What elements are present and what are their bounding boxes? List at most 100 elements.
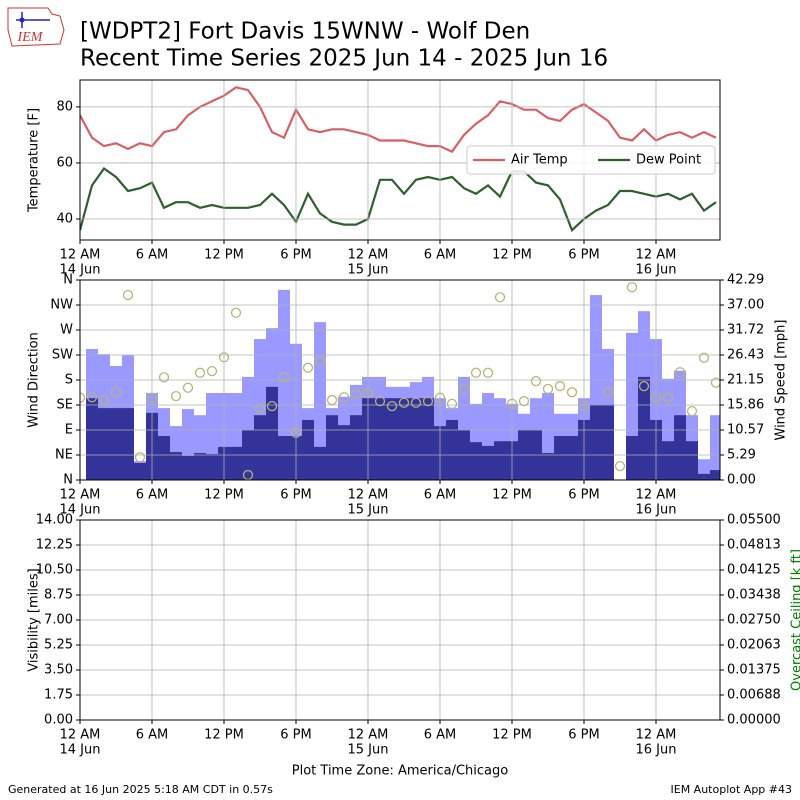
y-tick-label: W [60, 323, 73, 338]
footer-generated: Generated at 16 Jun 2025 5:18 AM CDT in … [8, 783, 273, 796]
point [374, 395, 386, 407]
x-tick-date: 15 Jun [348, 263, 389, 278]
point [230, 307, 242, 318]
x-tick-label: 6 PM [280, 488, 311, 503]
x-tick-date: 16 Jun [636, 743, 677, 758]
bar [98, 408, 110, 480]
y2-tick-label: 0.01375 [727, 663, 781, 678]
point [302, 362, 314, 373]
y-tick-label: S [65, 373, 73, 388]
y2-tick-label: 0.03438 [727, 587, 781, 602]
bar [122, 408, 134, 480]
point [266, 400, 278, 412]
bar [182, 455, 194, 480]
x-tick-label: 12 AM [348, 248, 389, 263]
bar [134, 462, 146, 480]
y-tick-label: 10.50 [36, 563, 73, 578]
x-tick-label: 6 PM [280, 248, 311, 263]
bar [674, 415, 686, 480]
x-tick-label: 6 AM [424, 248, 457, 263]
bar [338, 425, 350, 480]
bar [710, 415, 720, 480]
y2-axis-label: Overcast Ceiling [k ft] [790, 549, 800, 691]
y2-tick-label: 0.04813 [727, 537, 781, 552]
bar [110, 408, 122, 480]
y2-axis-label: Wind Speed [mph] [774, 320, 789, 441]
chart-subtitle: Recent Time Series 2025 Jun 14 - 2025 Ju… [80, 46, 608, 72]
bar [482, 445, 494, 480]
point [134, 452, 146, 463]
point [110, 387, 122, 398]
bar [710, 470, 720, 480]
x-tick-label: 12 AM [348, 728, 389, 743]
point [674, 367, 686, 378]
bar [686, 441, 698, 480]
plot-frame [79, 279, 721, 481]
plot-frame [79, 79, 721, 241]
bar [470, 442, 482, 480]
y-tick-label: 12.25 [36, 538, 73, 553]
legend-label: Dew Point [636, 153, 701, 168]
chart-title: [WDPT2] Fort Davis 15WNW - Wolf Den [80, 19, 530, 45]
bar [266, 386, 278, 480]
point [122, 289, 134, 301]
y2-tick-label: 0.02750 [727, 613, 781, 628]
bar [194, 453, 206, 480]
x-tick-label: 6 AM [136, 488, 169, 503]
y-tick-label: SW [52, 348, 73, 363]
x-tick-date: 16 Jun [636, 263, 677, 278]
point [602, 387, 614, 398]
y-tick-label: 40 [56, 211, 73, 226]
x-tick-date: 14 Jun [60, 263, 101, 278]
point [278, 372, 290, 383]
point [710, 377, 720, 388]
bar [542, 453, 554, 480]
y2-tick-label: 21.15 [727, 372, 764, 387]
point [170, 390, 182, 402]
point [194, 367, 206, 378]
point [338, 392, 350, 403]
point [494, 292, 506, 303]
x-tick-label: 12 AM [348, 488, 389, 503]
y-tick-label: E [65, 423, 73, 438]
y-tick-label: 7.00 [44, 613, 73, 628]
bar [170, 452, 182, 480]
point [566, 387, 578, 398]
y-tick-label: NW [50, 298, 73, 313]
point [158, 372, 170, 383]
bar [566, 436, 578, 480]
series-layer [80, 282, 720, 480]
x-tick-date: 14 Jun [60, 503, 101, 518]
y2-tick-label: 5.29 [727, 447, 756, 462]
point [80, 392, 86, 403]
bar [254, 415, 266, 480]
bar [314, 322, 326, 480]
y2-tick-label: 10.57 [727, 423, 764, 438]
point [638, 380, 650, 392]
bar [326, 415, 338, 480]
bar [494, 441, 506, 480]
bar [602, 404, 614, 480]
bar [86, 398, 98, 480]
point [626, 282, 638, 293]
bar [638, 376, 650, 480]
y2-tick-label: 42.29 [727, 273, 764, 288]
point [518, 395, 530, 407]
y2-tick-label: 0.00 [727, 473, 756, 488]
point [482, 367, 494, 378]
bar [698, 473, 710, 480]
x-tick-date: 16 Jun [636, 503, 677, 518]
point [470, 367, 482, 378]
y-tick-label: 3.50 [44, 663, 73, 678]
point [458, 383, 470, 395]
x-tick-label: 12 PM [204, 488, 244, 503]
y2-tick-label: 31.72 [727, 322, 764, 337]
point [98, 394, 110, 406]
point [410, 397, 422, 408]
y2-tick-label: 37.00 [727, 298, 764, 313]
point [698, 352, 710, 363]
point [386, 400, 398, 412]
y2-tick-label: 26.43 [727, 348, 764, 363]
bar [446, 419, 458, 480]
x-tick-label: 6 AM [136, 728, 169, 743]
